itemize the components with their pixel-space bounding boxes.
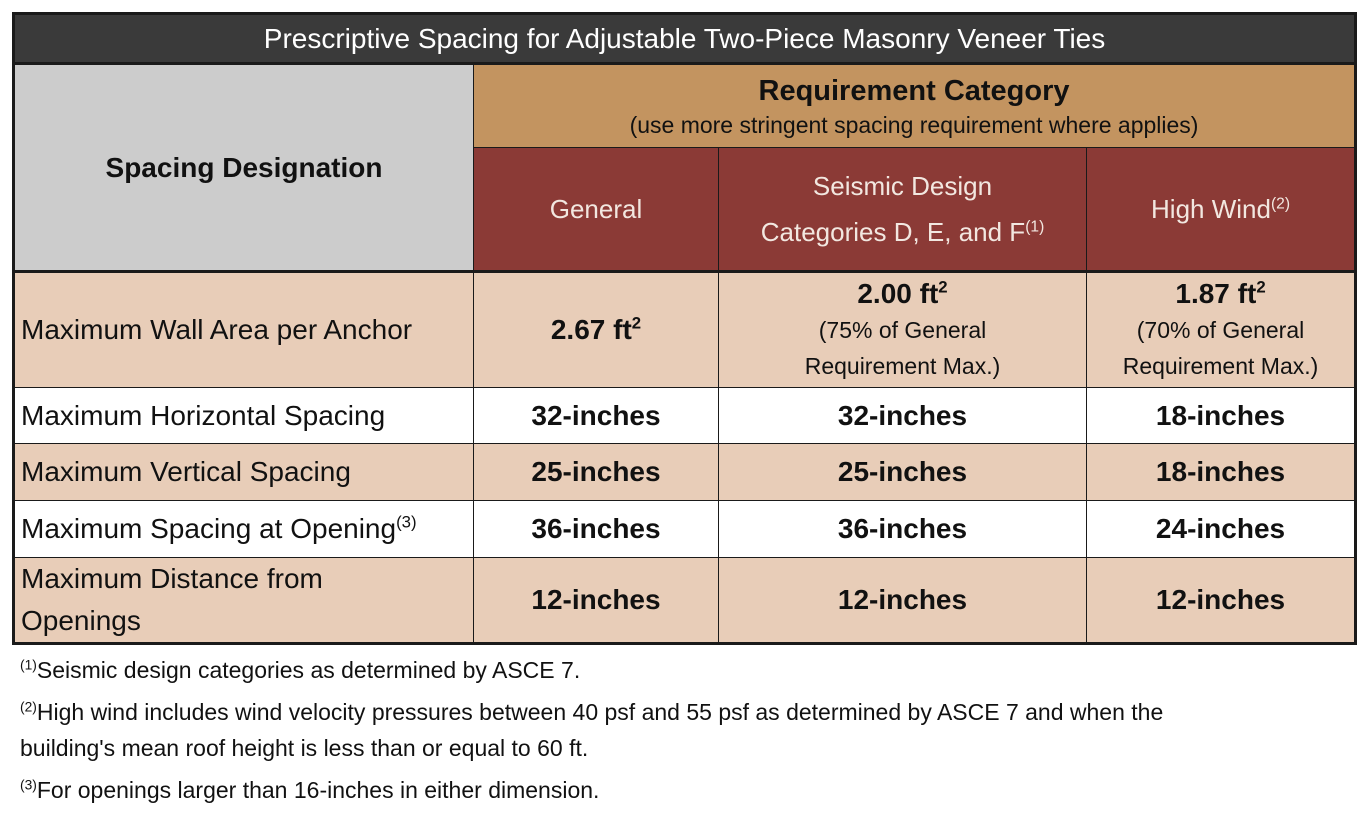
column-header-seismic-line1: Seismic Design	[812, 171, 993, 201]
row-label: Maximum Horizontal Spacing	[13, 387, 474, 444]
cell-value-exponent: 2	[1256, 277, 1266, 297]
column-header-general: General	[473, 147, 719, 272]
cell-general: 32-inches	[473, 387, 719, 444]
requirement-category-header: Requirement Category (use more stringent…	[472, 63, 1357, 148]
cell-note-line2: Requirement Max.)	[804, 353, 1001, 379]
cell-high-wind: 12-inches	[1085, 557, 1357, 644]
requirement-category-title: Requirement Category	[758, 75, 1070, 107]
spacing-designation-header: Spacing Designation	[13, 63, 474, 272]
table-row: Maximum Horizontal Spacing 32-inches 32-…	[13, 387, 1357, 444]
footnote-1: (1)Seismic design categories as determin…	[20, 652, 1350, 688]
row-label: Maximum Wall Area per Anchor	[13, 270, 474, 388]
footnote-ref: (3)	[20, 777, 37, 793]
column-header-seismic: Seismic Design Categories D, E, and F(1)	[718, 147, 1087, 272]
cell-value-exponent: 2	[938, 277, 948, 297]
footnote-text-line1: High wind includes wind velocity pressur…	[36, 699, 1164, 725]
cell-high-wind: 18-inches	[1085, 387, 1357, 444]
cell-value-exponent: 2	[631, 313, 642, 333]
cell-seismic: 36-inches	[718, 500, 1087, 558]
high-wind-footnote-ref: (2)	[1270, 195, 1291, 213]
row-label: Maximum Spacing at Opening(3)	[13, 500, 474, 558]
row-label: Maximum Vertical Spacing	[13, 443, 474, 501]
table-title: Prescriptive Spacing for Adjustable Two-…	[12, 13, 1357, 65]
cell-seismic: 12-inches	[718, 557, 1087, 644]
footnote-text: Seismic design categories as determined …	[36, 657, 581, 683]
cell-general: 12-inches	[473, 557, 719, 644]
column-header-general-label: General	[549, 194, 643, 224]
footnote-3: (3)For openings larger than 16-inches in…	[20, 772, 1350, 808]
requirement-category-note: (use more stringent spacing requirement …	[629, 112, 1199, 138]
cell-value: 1.87 ft	[1175, 278, 1257, 309]
cell-high-wind: 1.87 ft2 (70% of General Requirement Max…	[1085, 270, 1357, 388]
column-header-high-wind: High Wind(2)	[1085, 147, 1357, 272]
opening-footnote-ref: (3)	[396, 512, 417, 532]
table-row: Maximum Distance from Openings 12-inches…	[13, 557, 1357, 644]
cell-note-line1: (75% of General	[818, 317, 987, 343]
cell-general: 36-inches	[473, 500, 719, 558]
cell-seismic: 32-inches	[718, 387, 1087, 444]
column-header-seismic-line2: Categories D, E, and F	[760, 217, 1026, 247]
row-label-line1: Maximum Distance from	[21, 563, 323, 594]
cell-note-line2: Requirement Max.)	[1122, 353, 1319, 379]
table-row: Maximum Vertical Spacing 25-inches 25-in…	[13, 443, 1357, 501]
cell-seismic: 25-inches	[718, 443, 1087, 501]
cell-general: 2.67 ft2	[473, 270, 719, 388]
row-label: Maximum Distance from Openings	[13, 557, 474, 644]
row-label-text: Maximum Spacing at Opening	[21, 513, 397, 544]
footnote-text-line2: building's mean roof height is less than…	[20, 735, 589, 761]
table-row: Maximum Spacing at Opening(3) 36-inches …	[13, 500, 1357, 558]
footnote-2: (2)High wind includes wind velocity pres…	[20, 694, 1350, 766]
veneer-tie-spacing-table: Prescriptive Spacing for Adjustable Two-…	[12, 12, 1358, 645]
cell-value: 2.67 ft	[550, 314, 632, 345]
cell-high-wind: 18-inches	[1085, 443, 1357, 501]
seismic-footnote-ref: (1)	[1025, 218, 1045, 236]
column-header-high-wind-label: High Wind	[1151, 194, 1271, 224]
row-label-line2: Openings	[21, 605, 141, 636]
cell-seismic: 2.00 ft2 (75% of General Requirement Max…	[718, 270, 1087, 388]
footnote-text: For openings larger than 16-inches in ei…	[36, 777, 600, 803]
cell-note-line1: (70% of General	[1136, 317, 1305, 343]
table-row: Maximum Wall Area per Anchor 2.67 ft2 2.…	[13, 270, 1357, 388]
footnote-ref: (2)	[20, 699, 37, 715]
cell-value: 2.00 ft	[857, 278, 939, 309]
footnote-ref: (1)	[20, 657, 37, 673]
footnotes: (1)Seismic design categories as determin…	[20, 652, 1350, 808]
cell-high-wind: 24-inches	[1085, 500, 1357, 558]
cell-general: 25-inches	[473, 443, 719, 501]
